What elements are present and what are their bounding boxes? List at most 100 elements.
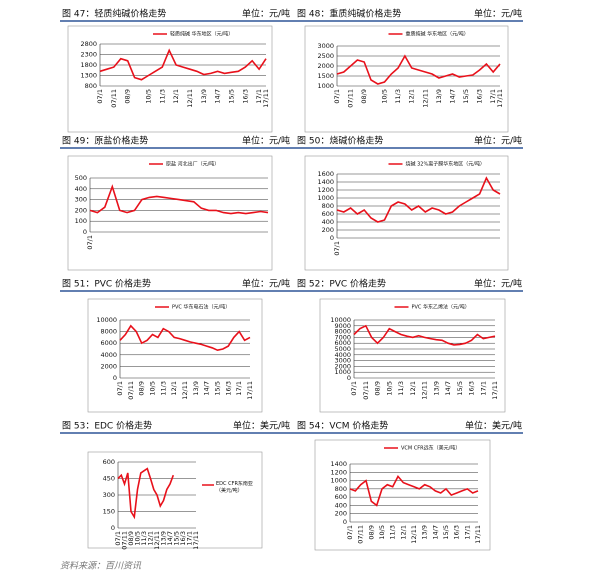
unit-label: 单位：元/吨	[474, 135, 522, 147]
x-tick-label: 15/5	[227, 89, 235, 104]
x-tick-label: 12/1	[408, 89, 416, 104]
x-tick-label: 16/3	[179, 531, 187, 546]
y-tick-label: 2000	[334, 362, 351, 370]
legend-text: EDC CFR东南亚（美元/吨）	[216, 481, 253, 494]
x-tick-label: 12/11	[421, 381, 429, 400]
x-tick-label: 16/3	[453, 525, 461, 540]
x-tick-label: 17/11	[192, 531, 200, 550]
x-tick-label: 10/5	[144, 89, 152, 104]
source: 资料来源：百川资讯	[60, 561, 142, 572]
x-tick-label: 12/1	[399, 525, 407, 540]
x-tick-label: 07/11	[357, 525, 365, 544]
x-tick-label: 14/7	[444, 381, 452, 396]
y-tick-label: 1400	[317, 178, 334, 186]
x-tick-label: 13/9	[432, 381, 440, 396]
x-tick-label: 16/3	[476, 89, 484, 104]
price-line	[117, 467, 175, 520]
y-tick-label: 8000	[334, 328, 351, 336]
x-tick-label: 07/11	[110, 89, 118, 108]
x-tick-label: 14/7	[214, 89, 222, 104]
x-tick-label: 17/1	[479, 381, 487, 396]
x-tick-label: 12/1	[409, 381, 417, 396]
y-tick-label: 1200	[330, 468, 347, 476]
y-tick-label: 9000	[334, 322, 351, 330]
y-tick-label: 200	[75, 206, 87, 214]
y-tick-label: 2000	[317, 62, 334, 70]
y-tick-label: 6000	[334, 339, 351, 347]
y-tick-label: 3000	[317, 42, 334, 50]
unit-label: 单位：美元/吨	[233, 420, 290, 432]
y-tick-label: 300	[103, 491, 115, 499]
y-tick-label: 10000	[96, 316, 117, 324]
y-tick-label: 6000	[100, 339, 117, 347]
x-tick-label: 08/9	[138, 381, 146, 396]
x-tick-label: 17/1	[463, 525, 471, 540]
y-tick-label: 300	[75, 196, 87, 204]
x-tick-label: 10/5	[378, 525, 386, 540]
y-tick-label: 450	[103, 475, 115, 483]
y-tick-label: 400	[75, 185, 87, 193]
figure-caption: 图 49：原盐价格走势	[62, 135, 148, 147]
x-tick-label: 08/9	[127, 531, 135, 546]
x-tick-label: 07/1	[116, 381, 124, 396]
legend: EDC CFR东南亚（美元/吨）	[216, 481, 253, 494]
figure-caption: 图 48：重质纯碱价格走势	[297, 8, 401, 20]
y-tick-label: 100	[75, 217, 87, 225]
y-tick-label: 8000	[100, 328, 117, 336]
y-tick-label: 2500	[317, 52, 334, 60]
price-line	[89, 184, 269, 215]
y-tick-label: 0	[113, 374, 117, 382]
legend: 轻质纯碱 华东地区（元/吨）	[170, 31, 233, 38]
x-tick-label: 15/5	[462, 89, 470, 104]
y-tick-label: 600	[335, 493, 347, 501]
x-tick-label: 17/1	[235, 381, 243, 396]
x-tick-label: 07/1	[86, 235, 94, 250]
x-tick-label: 08/9	[374, 381, 382, 396]
x-tick-label: 07/1	[333, 89, 341, 104]
y-tick-label: 1800	[80, 61, 97, 69]
x-tick-label: 10/5	[381, 89, 389, 104]
x-tick-label: 12/1	[147, 531, 155, 546]
x-tick-label: 15/5	[173, 531, 181, 546]
price-line	[99, 48, 267, 81]
x-tick-label: 11/3	[394, 89, 402, 104]
x-tick-label: 10/5	[385, 381, 393, 396]
figure-caption: 图 54：VCM 价格走势	[297, 420, 388, 432]
unit-label: 单位：元/吨	[242, 135, 290, 147]
legend: PVC 华东电石法（元/吨）	[172, 304, 230, 311]
x-tick-label: 12/11	[421, 89, 429, 108]
x-tick-label: 10/5	[134, 531, 142, 546]
chart-frame	[87, 298, 263, 413]
x-tick-label: 07/11	[347, 89, 355, 108]
y-tick-label: 1000	[330, 477, 347, 485]
x-tick-label: 12/11	[186, 89, 194, 108]
unit-label: 单位：美元/吨	[465, 420, 522, 432]
x-tick-label: 17/1	[255, 89, 263, 104]
y-tick-label: 1000	[317, 82, 334, 90]
figure-caption: 图 51：PVC 价格走势	[62, 278, 151, 290]
x-tick-label: 12/1	[170, 381, 178, 396]
y-tick-label: 3000	[334, 357, 351, 365]
y-tick-label: 0	[347, 374, 351, 382]
x-tick-label: 15/5	[214, 381, 222, 396]
x-tick-label: 13/9	[192, 381, 200, 396]
price-line	[353, 324, 496, 346]
price-line	[349, 474, 479, 507]
unit-label: 单位：元/吨	[474, 278, 522, 290]
y-tick-label: 0	[111, 524, 115, 532]
x-tick-label: 08/9	[367, 525, 375, 540]
figure-caption: 图 50：烧碱价格走势	[297, 135, 383, 147]
y-tick-label: 2000	[100, 362, 117, 370]
x-tick-label: 12/11	[181, 381, 189, 400]
legend: 烧碱 32%离子膜华东地区（元/吨）	[406, 161, 485, 168]
x-tick-label: 11/3	[389, 525, 397, 540]
y-tick-label: 600	[103, 458, 115, 466]
price-line	[336, 176, 501, 223]
x-tick-label: 17/1	[186, 531, 194, 546]
x-tick-label: 15/5	[442, 525, 450, 540]
unit-label: 单位：元/吨	[474, 8, 522, 20]
chart-frame	[304, 155, 509, 271]
y-tick-label: 2300	[80, 51, 97, 59]
y-tick-label: 400	[335, 501, 347, 509]
